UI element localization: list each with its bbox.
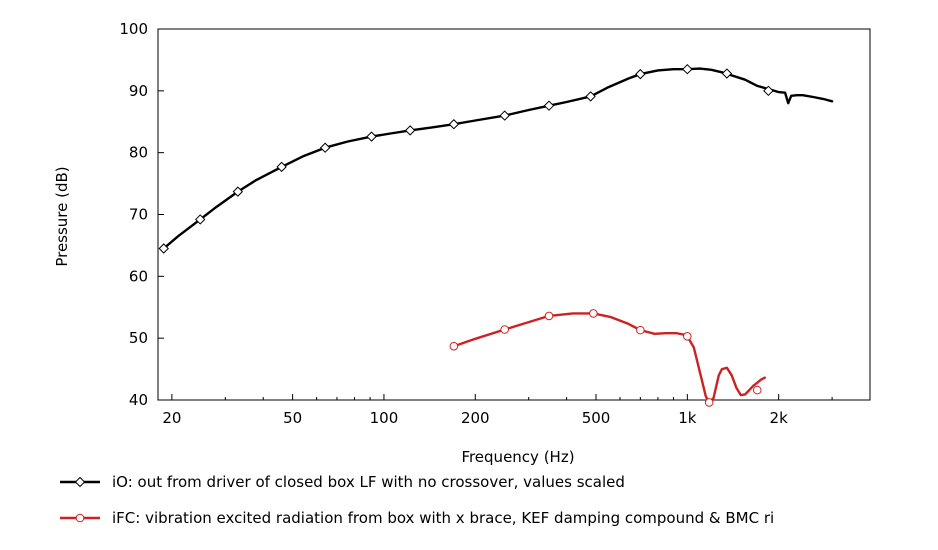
data-point	[366, 131, 377, 142]
x-tick-label: 1k	[678, 409, 697, 427]
data-point	[721, 68, 733, 79]
data-point	[449, 341, 459, 351]
series-layer	[158, 63, 834, 407]
y-axis-ticks: 40 50 60 70 80 90 100	[119, 20, 164, 409]
data-point	[500, 325, 509, 334]
x-tick-label: 50	[283, 409, 302, 427]
data-point	[589, 309, 598, 318]
y-tick-label: 40	[129, 391, 148, 409]
y-tick-label: 60	[129, 267, 148, 285]
legend-swatch-ifc	[60, 511, 100, 525]
data-point	[763, 85, 774, 97]
plot-area-frame	[157, 28, 871, 401]
legend-swatch-io	[60, 475, 100, 489]
data-point	[158, 243, 169, 254]
data-point	[319, 142, 331, 153]
x-tick-label: 500	[582, 409, 611, 427]
series-line-0	[162, 67, 834, 250]
legend-label-io: iO: out from driver of closed box LF wit…	[112, 473, 625, 491]
data-point	[585, 91, 596, 102]
data-point	[404, 125, 416, 136]
x-axis-title: Frequency (Hz)	[461, 448, 574, 466]
x-tick-label: 20	[162, 409, 181, 427]
legend-label-ifc: iFC: vibration excited radiation from bo…	[112, 509, 775, 527]
data-point	[682, 63, 693, 75]
legend-item-io: iO: out from driver of closed box LF wit…	[60, 473, 625, 491]
x-tick-label: 2k	[770, 409, 789, 427]
y-tick-label: 90	[129, 82, 148, 100]
data-point	[704, 398, 714, 407]
data-point	[195, 214, 206, 225]
data-point	[544, 311, 554, 321]
data-point	[752, 385, 762, 395]
y-tick-label: 50	[129, 329, 148, 347]
data-point	[276, 161, 287, 173]
data-point	[636, 325, 645, 335]
y-axis-title: Pressure (dB)	[53, 166, 71, 266]
y-tick-label: 100	[119, 20, 148, 38]
x-tick-label: 100	[370, 409, 399, 427]
legend-item-ifc: iFC: vibration excited radiation from bo…	[60, 509, 774, 527]
data-point	[232, 186, 244, 197]
data-point	[543, 100, 555, 111]
y-tick-label: 80	[129, 144, 148, 162]
x-tick-label: 200	[461, 409, 490, 427]
data-point	[635, 68, 646, 80]
data-point	[683, 332, 692, 341]
x-axis-ticks: 20 50 100 200 500 1k 2k	[162, 394, 871, 427]
y-tick-label: 70	[129, 206, 148, 224]
series-line-1	[452, 312, 766, 404]
data-point	[448, 119, 460, 130]
data-point	[499, 110, 510, 121]
